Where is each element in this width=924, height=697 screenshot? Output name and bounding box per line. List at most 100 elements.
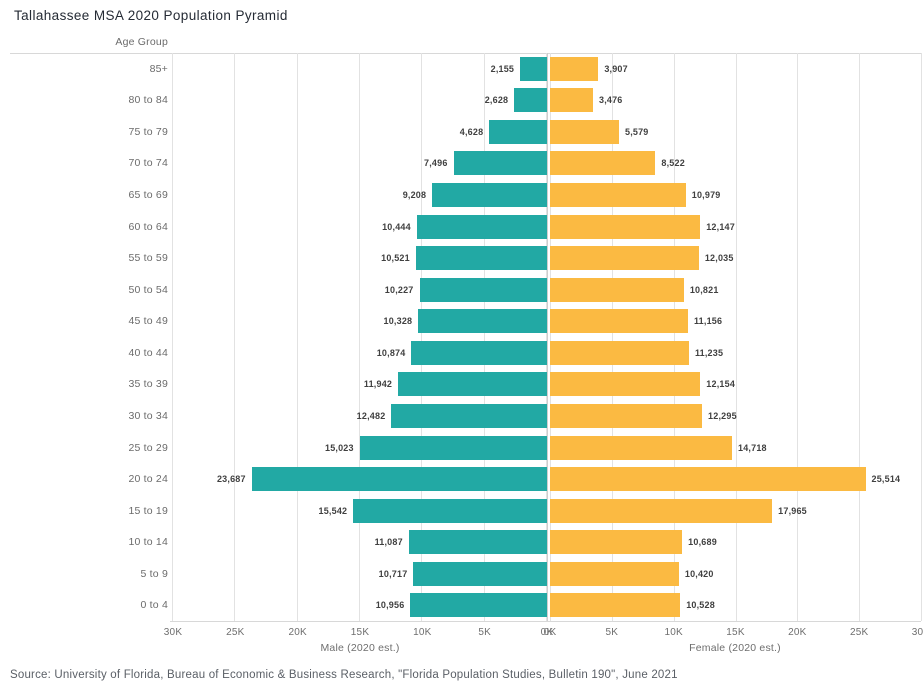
male-gridline bbox=[421, 53, 423, 621]
female-row: 11,235 bbox=[550, 337, 921, 369]
female-bar bbox=[550, 372, 701, 397]
female-value-label: 17,965 bbox=[778, 505, 807, 516]
female-bar bbox=[550, 340, 689, 365]
female-row: 11,156 bbox=[550, 306, 921, 338]
male-bar-rows: 2,155 2,628 4,628 7,496 9,208 10,444 10,521 10,… bbox=[173, 53, 547, 621]
female-axis-tick: 30K bbox=[911, 627, 924, 638]
female-row: 17,965 bbox=[550, 495, 921, 527]
female-value-label: 25,514 bbox=[871, 474, 901, 485]
female-value-label: 10,528 bbox=[686, 600, 715, 611]
plot-top-rule bbox=[10, 53, 921, 54]
age-group-label: 70 to 74 bbox=[128, 157, 168, 170]
male-bar bbox=[413, 561, 547, 586]
male-bar bbox=[391, 403, 547, 428]
female-value-label: 5,579 bbox=[624, 126, 649, 137]
male-value-label: 2,155 bbox=[490, 63, 515, 74]
male-gridline bbox=[359, 53, 360, 621]
male-bar bbox=[489, 119, 547, 144]
female-value-label: 12,295 bbox=[708, 410, 737, 421]
female-gridline bbox=[611, 53, 613, 621]
female-value-label: 10,979 bbox=[691, 190, 721, 201]
age-group-label: 45 to 49 bbox=[128, 315, 168, 328]
male-row: 10,444 bbox=[173, 211, 547, 243]
male-value-label: 10,521 bbox=[381, 253, 410, 264]
age-group-label: 15 to 19 bbox=[128, 504, 168, 517]
male-axis-tick: 15K bbox=[350, 627, 370, 638]
male-value-label: 10,444 bbox=[382, 221, 411, 232]
female-axis-tick: 25K bbox=[849, 627, 869, 638]
male-gridline bbox=[234, 53, 236, 621]
female-gridline bbox=[859, 53, 861, 621]
female-row: 12,154 bbox=[550, 369, 921, 401]
male-bar bbox=[418, 309, 547, 334]
male-value-label: 11,087 bbox=[374, 537, 403, 548]
female-gridline bbox=[921, 53, 922, 621]
male-value-label: 10,717 bbox=[378, 568, 408, 579]
male-bar bbox=[251, 467, 547, 492]
age-group-label: 5 to 9 bbox=[140, 567, 168, 580]
male-axis-tick: 30K bbox=[163, 627, 183, 638]
male-row: 11,087 bbox=[173, 526, 547, 558]
female-row: 12,295 bbox=[550, 400, 921, 432]
female-row: 5,579 bbox=[550, 116, 921, 148]
male-value-label: 2,628 bbox=[484, 95, 509, 106]
age-group-label: 40 to 44 bbox=[128, 346, 168, 359]
male-value-label: 11,942 bbox=[363, 379, 393, 390]
center-axis-divider bbox=[547, 53, 548, 621]
male-pane: 2,155 2,628 4,628 7,496 9,208 10,444 10,521 10,… bbox=[172, 53, 547, 621]
male-bar bbox=[359, 435, 547, 460]
male-value-label: 9,208 bbox=[402, 190, 427, 201]
age-group-label: 85+ bbox=[149, 62, 168, 75]
male-gridline bbox=[546, 53, 547, 621]
female-bar bbox=[550, 119, 619, 144]
female-bar bbox=[550, 593, 681, 618]
male-row: 10,956 bbox=[173, 590, 547, 622]
female-axis-tick: 5K bbox=[605, 627, 619, 638]
chart-title: Tallahassee MSA 2020 Population Pyramid bbox=[14, 8, 288, 23]
male-row: 15,023 bbox=[173, 432, 547, 464]
age-group-label: 30 to 34 bbox=[128, 409, 168, 422]
male-bar bbox=[520, 56, 547, 81]
female-value-label: 10,420 bbox=[684, 568, 714, 579]
female-gridline bbox=[735, 53, 737, 621]
female-value-label: 3,476 bbox=[598, 95, 623, 106]
female-gridline bbox=[797, 53, 799, 621]
female-axis-tick: 10K bbox=[664, 627, 683, 638]
male-value-label: 12,482 bbox=[356, 410, 386, 421]
age-group-label: 20 to 24 bbox=[128, 473, 168, 486]
female-bar bbox=[550, 214, 701, 239]
female-bar bbox=[550, 467, 866, 492]
female-value-label: 10,689 bbox=[688, 537, 717, 548]
male-gridline bbox=[296, 53, 298, 621]
male-value-label: 15,542 bbox=[318, 505, 348, 516]
male-row: 2,628 bbox=[173, 85, 547, 117]
female-bar bbox=[550, 498, 773, 523]
female-bar bbox=[550, 309, 688, 334]
male-gridline bbox=[172, 53, 173, 621]
female-value-label: 11,235 bbox=[694, 347, 724, 358]
age-group-labels: 85+ 80 to 84 75 to 79 70 to 74 65 to 69 60 to… bbox=[0, 53, 168, 621]
male-value-label: 10,227 bbox=[384, 284, 414, 295]
male-value-label: 4,628 bbox=[459, 126, 484, 137]
male-bar bbox=[453, 151, 547, 176]
male-value-label: 15,023 bbox=[324, 442, 354, 453]
male-bar bbox=[415, 246, 547, 271]
male-bar bbox=[432, 183, 547, 208]
female-bar-rows: 3,907 3,476 5,579 8,522 10,979 12,147 12,035 10… bbox=[550, 53, 921, 621]
age-group-label: 35 to 39 bbox=[128, 378, 168, 391]
female-bar bbox=[550, 403, 703, 428]
female-value-label: 12,147 bbox=[706, 221, 735, 232]
female-value-label: 14,718 bbox=[738, 442, 767, 453]
male-row: 10,328 bbox=[173, 306, 547, 338]
female-value-label: 12,035 bbox=[704, 253, 734, 264]
male-row: 23,687 bbox=[173, 463, 547, 495]
male-axis-tick: 20K bbox=[288, 627, 307, 638]
female-gridline bbox=[550, 53, 551, 621]
female-bar bbox=[550, 530, 683, 555]
male-bar bbox=[410, 593, 547, 618]
age-group-label: 50 to 54 bbox=[128, 283, 168, 296]
female-row: 12,147 bbox=[550, 211, 921, 243]
male-bar bbox=[353, 498, 547, 523]
male-bar bbox=[416, 214, 547, 239]
